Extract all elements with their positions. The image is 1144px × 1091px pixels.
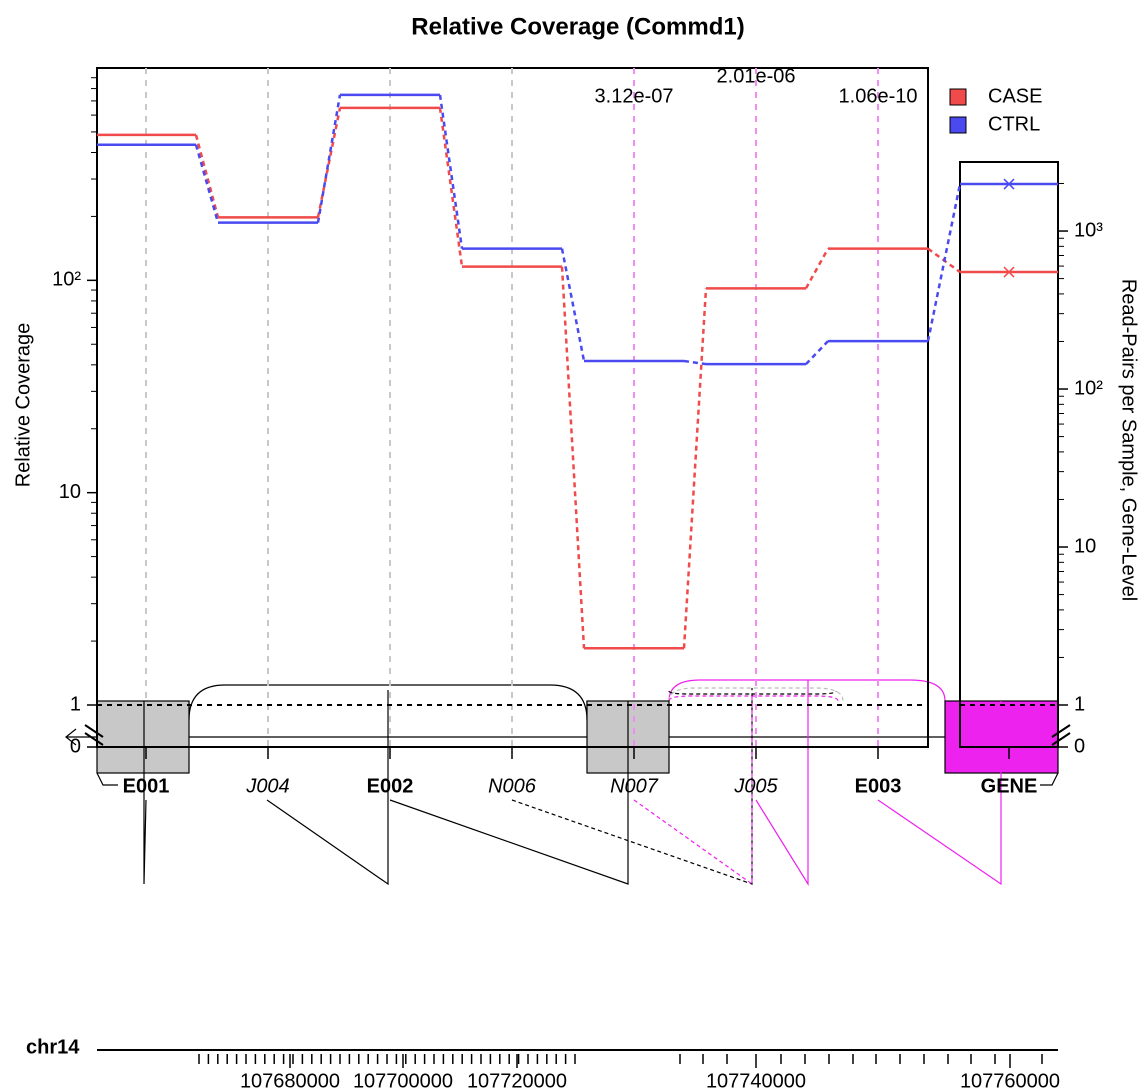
bracket: [96, 772, 1059, 786]
connector: [143, 701, 147, 885]
step-connector: [682, 288, 708, 649]
pvalue-label: 2.01e-06: [717, 65, 796, 87]
step-connector: [194, 134, 220, 218]
y-tick-label: 0: [70, 735, 81, 757]
connector: [389, 701, 629, 885]
legend-swatch: [949, 116, 967, 134]
pvalue-label: 3.12e-07: [595, 85, 674, 107]
step-connector: [316, 94, 342, 223]
x-tick-label: GENE: [981, 775, 1038, 797]
chart-title: Relative Coverage (Commd1): [411, 13, 744, 40]
axis-break: [1051, 724, 1071, 746]
step-connector: [194, 144, 220, 223]
y-tick-label: 10³: [1074, 219, 1103, 241]
strand-arrow: [65, 728, 77, 746]
step-connector: [438, 107, 464, 267]
gene-connector: [926, 183, 962, 342]
axis-break: [84, 724, 104, 746]
y-tick-label: 10: [59, 481, 81, 503]
y-tick-label: 0: [1074, 735, 1085, 757]
step-connector: [438, 94, 464, 249]
x-tick-label: E002: [367, 775, 414, 797]
y-tick-label: 10²: [52, 269, 81, 291]
y-axis-label: Relative Coverage: [12, 323, 34, 488]
x-tick-label: 107680000: [240, 1070, 340, 1091]
gene-marker: [1003, 178, 1015, 190]
legend-label: CASE: [988, 85, 1042, 107]
x-tick-label: J004: [245, 775, 289, 797]
step-connector: [683, 359, 707, 366]
step-connector: [804, 248, 830, 289]
y-tick-label: 1: [70, 693, 81, 715]
connector: [877, 701, 1002, 886]
y-tick-label: 10²: [1074, 377, 1103, 399]
x-tick-label: 107700000: [353, 1070, 453, 1091]
step-connector: [805, 340, 829, 366]
x-tick-label: J005: [733, 775, 778, 797]
legend-swatch: [949, 88, 967, 106]
y-tick-label: 10: [1074, 535, 1096, 557]
x-tick-label: N006: [488, 775, 537, 797]
exon: [96, 700, 190, 774]
chromosome-label: chr14: [26, 1036, 80, 1058]
x-tick-label: E001: [123, 775, 170, 797]
y2-axis-label: Read-Pairs per Sample, Gene-Level: [1118, 279, 1140, 601]
legend-label: CTRL: [988, 113, 1040, 135]
junction-arc: [668, 687, 844, 702]
gene-marker: [1003, 266, 1015, 278]
gene-model: [65, 679, 1059, 887]
plot-frame: [959, 161, 1059, 748]
x-tick-label: 107760000: [960, 1070, 1060, 1091]
connector: [266, 690, 389, 886]
y-tick-label: 1: [1074, 693, 1085, 715]
x-tick-label: E003: [855, 775, 902, 797]
step-connector: [560, 248, 586, 362]
x-tick-label: 107740000: [706, 1070, 806, 1091]
junction-arc: [668, 695, 839, 702]
step-connector: [316, 107, 342, 218]
x-tick-label: 107720000: [467, 1070, 567, 1091]
junction-arc: [668, 679, 946, 702]
x-tick-label: N007: [610, 775, 659, 797]
step-connector: [560, 266, 586, 649]
connector: [511, 688, 753, 885]
pvalue-label: 1.06e-10: [839, 85, 918, 107]
